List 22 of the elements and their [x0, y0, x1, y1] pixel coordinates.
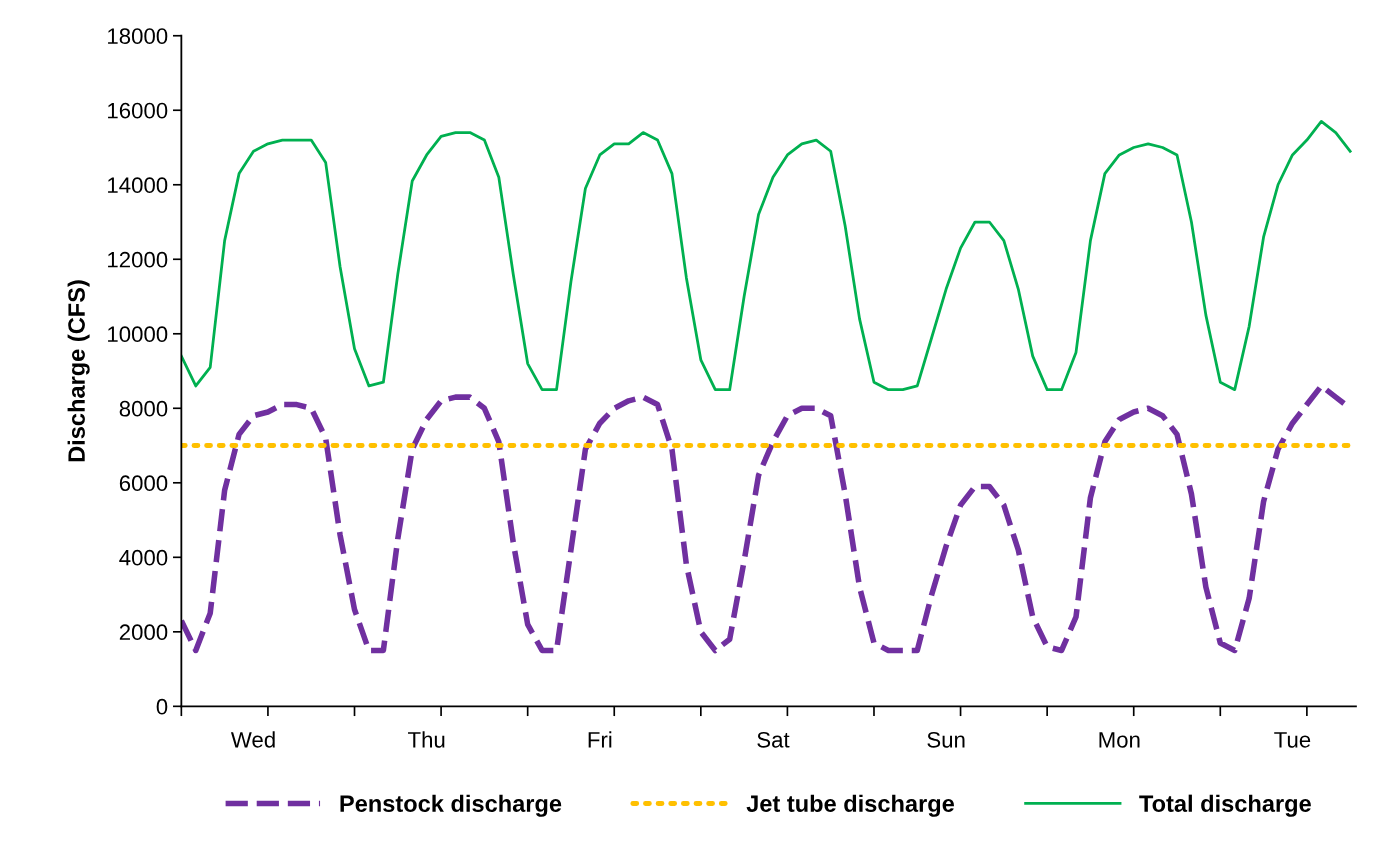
- y-tick-label: 6000: [119, 475, 168, 492]
- y-tick-label: 10000: [108, 326, 168, 343]
- y-tick-label: 2000: [119, 624, 168, 641]
- y-axis-title: Discharge (CFS): [67, 280, 90, 462]
- x-tick-label: Sat: [757, 731, 790, 748]
- legend-label: Penstock discharge: [340, 794, 562, 817]
- x-tick-label: Thu: [408, 731, 445, 748]
- x-tick-label: Sun: [927, 731, 965, 748]
- y-tick-label: 14000: [108, 177, 168, 194]
- y-tick-label: 0: [156, 698, 168, 715]
- line-series: [181, 120, 1352, 392]
- x-tick-label: Tue: [1274, 732, 1311, 748]
- y-tick-label: 18000: [108, 28, 168, 45]
- x-tick-label: Wed: [230, 731, 275, 748]
- y-tick-label: 16000: [108, 102, 168, 119]
- y-tick-label: 12000: [108, 251, 168, 268]
- y-tick-label: 8000: [119, 400, 168, 417]
- x-tick-label: Fri: [588, 731, 612, 748]
- x-tick-label: Mon: [1099, 732, 1140, 748]
- legend-label: Jet tube discharge: [746, 794, 954, 817]
- legend-label: Total discharge: [1139, 794, 1311, 817]
- y-tick-label: 4000: [119, 549, 168, 566]
